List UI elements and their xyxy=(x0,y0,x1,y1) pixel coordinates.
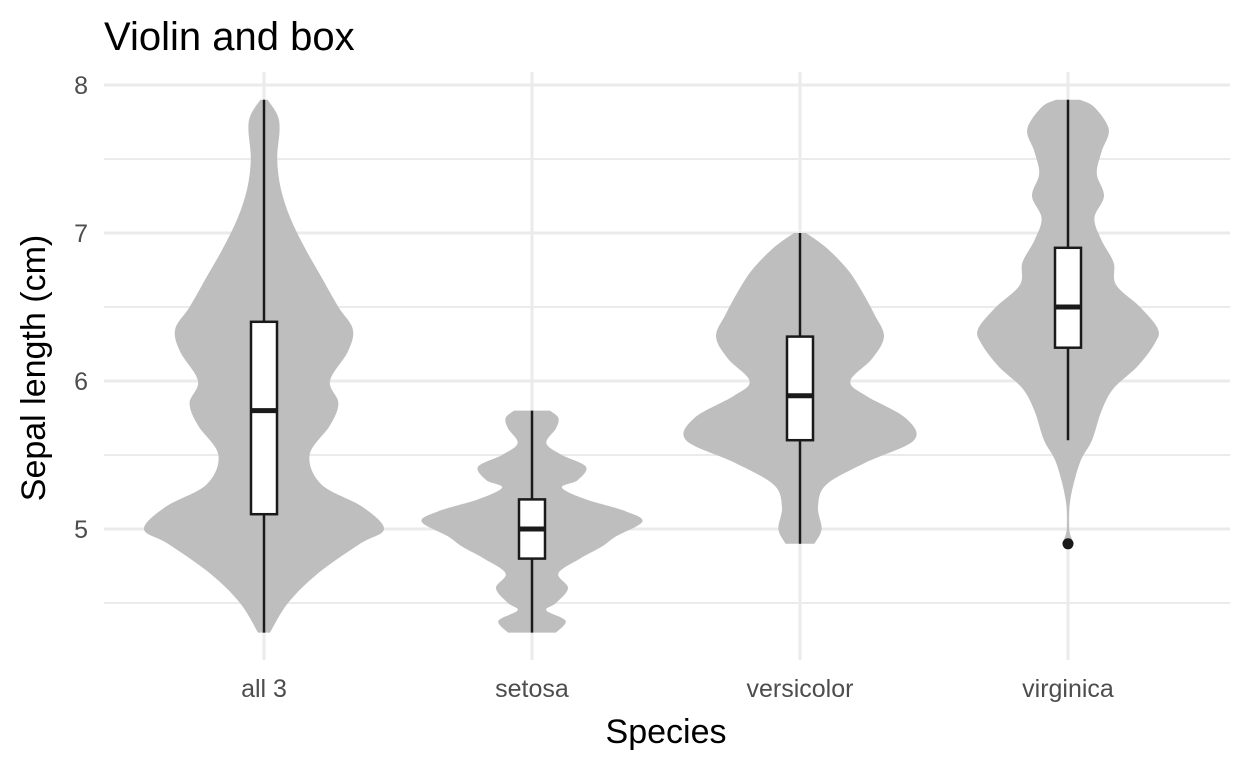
violins xyxy=(143,99,1159,633)
y-axis-ticks: 5 6 7 8 xyxy=(74,72,88,544)
y-tick-label: 5 xyxy=(74,516,88,544)
boxplots xyxy=(249,99,1083,633)
y-axis-title: Sepal length (cm) xyxy=(15,235,53,501)
x-axis-title: Species xyxy=(606,713,727,751)
y-tick-label: 7 xyxy=(74,220,88,248)
box-iqr xyxy=(249,320,279,516)
chart-title: Violin and box xyxy=(104,15,355,59)
x-tick-label: versicolor xyxy=(747,675,854,703)
x-tick-label: all 3 xyxy=(241,675,287,703)
x-tick-label: virginica xyxy=(1022,675,1114,703)
y-tick-label: 8 xyxy=(74,72,88,100)
x-axis-ticks: all 3 setosa versicolor virginica xyxy=(241,675,1114,703)
box-iqr xyxy=(1053,246,1083,349)
x-tick-label: setosa xyxy=(495,675,569,703)
box-iqr xyxy=(785,335,815,442)
y-tick-label: 6 xyxy=(74,368,88,396)
outlier-point xyxy=(1062,538,1074,550)
